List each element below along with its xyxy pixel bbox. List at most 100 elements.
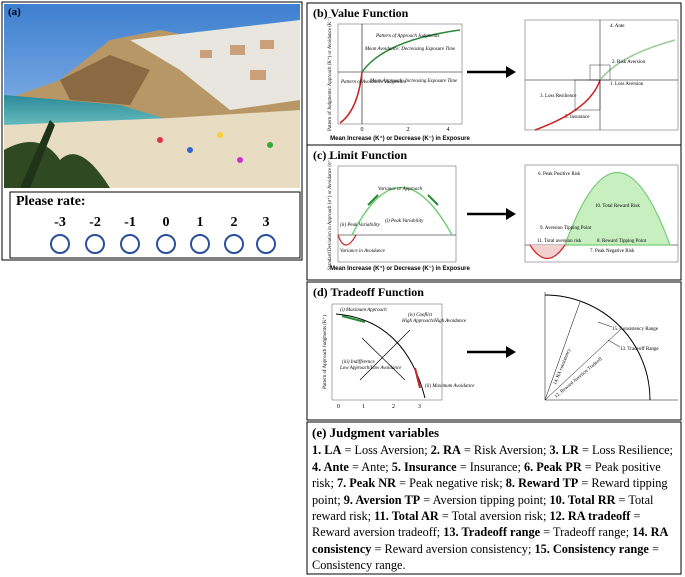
note: Low Approach/Low Avoidance: [339, 366, 402, 371]
tradeoff-diagram: [544, 292, 678, 401]
variable-term: 11. Total AR: [374, 509, 439, 524]
variable-term: 14. RA consistency: [312, 525, 668, 556]
variable-term: 6. Peak PR: [524, 459, 582, 474]
variable-definition: = Peak negative risk;: [396, 476, 506, 491]
variable-term: 15. Consistency range: [534, 541, 649, 556]
rating-option[interactable]: [120, 234, 140, 254]
rating-option[interactable]: [50, 234, 70, 254]
note: (ii) Peak Variability: [340, 223, 380, 228]
note: 6. Peak Positive Risk: [538, 172, 581, 177]
variable-term: 7. Peak NR: [336, 476, 397, 491]
note: Pattern of Approach Judgments: [375, 34, 440, 39]
note: 1. Loss Aversion: [610, 82, 644, 87]
svg-text:3: 3: [418, 404, 421, 410]
y-label: Pattern of Judgments: Approach (K⁺) or A…: [327, 17, 333, 131]
note: Mean Approach: Increasing Exposure Time: [369, 79, 458, 84]
variable-term: 1. LA: [312, 443, 342, 458]
panel-title: (b) Value Function: [313, 6, 409, 20]
svg-text:1: 1: [362, 404, 365, 410]
panel-c-frame: [306, 144, 682, 281]
variable-definition: = Ante;: [348, 459, 392, 474]
note: 10. Total Reward Risk: [595, 204, 640, 209]
judgment-variables: (e) Judgment variables 1. LA = Loss Aver…: [308, 423, 680, 577]
tick: 4: [447, 127, 450, 133]
scale-label: -3: [54, 215, 66, 230]
rating-option[interactable]: [85, 234, 105, 254]
scale-label: -1: [124, 215, 136, 230]
tick: 2: [407, 127, 410, 133]
svg-text:0: 0: [337, 404, 340, 410]
x-label: Mean Increase (K⁺) or Decrease (K⁻) in E…: [330, 265, 470, 272]
variable-definition: = Consistency range.: [312, 541, 659, 573]
variable-definition: = Tradeoff range;: [540, 525, 633, 540]
limit-diagram: [524, 164, 679, 263]
variable-list: 1. LA = Loss Aversion; 2. RA = Risk Aver…: [312, 442, 676, 573]
variable-term: 10. Total RR: [549, 492, 616, 507]
limit-chart: [337, 165, 457, 263]
note: 15. Consistency Range: [612, 327, 659, 332]
scale-label: 3: [263, 215, 270, 230]
note: (iv) Conflict: [408, 313, 433, 318]
scale-label: 1: [197, 215, 204, 230]
rating-option[interactable]: [190, 234, 210, 254]
rating-option[interactable]: [256, 234, 276, 254]
scale-label: 2: [231, 215, 238, 230]
rating-box: [9, 191, 301, 259]
variable-term: 13. Tradeoff range: [443, 525, 541, 540]
scale-label: -2: [89, 215, 101, 230]
note: 14. RA consistency: [553, 347, 572, 385]
variable-term: 5. Insurance: [391, 459, 457, 474]
panel-title: (e) Judgment variables: [312, 425, 440, 440]
y-label: Pattern of Approach Judgments (K⁺): [322, 315, 328, 389]
arrow-head: [506, 66, 516, 78]
note: 8. Reward Tipping Point: [597, 239, 647, 244]
note: Pattern of Avoidance Judgments: [340, 80, 406, 85]
note: 5. Insurance: [565, 115, 590, 120]
svg-text:2: 2: [392, 404, 395, 410]
note: 7. Peak Negative Risk: [590, 249, 635, 254]
variable-definition: = Aversion tipping point;: [420, 492, 550, 507]
variable-definition: = Risk Aversion;: [460, 443, 550, 458]
variable-definition: = Peak positive risk;: [312, 459, 661, 491]
panel-e-frame: [306, 421, 682, 575]
variable-term: 9. Aversion TP: [343, 492, 421, 507]
variable-term: 2. RA: [430, 443, 461, 458]
note: 4. Ante: [610, 24, 625, 29]
panel-d-frame: [306, 281, 682, 421]
note: (i) Peak Variability: [385, 219, 424, 224]
variable-term: 3. LR: [549, 443, 579, 458]
note: 13. Tradeoff Range: [620, 347, 659, 352]
variable-term: 12. RA tradeoff: [549, 509, 631, 524]
value-chart: [337, 23, 463, 125]
scale-label: 0: [163, 215, 170, 230]
rating-option[interactable]: [156, 234, 176, 254]
panel-title: (d) Tradeoff Function: [313, 285, 424, 299]
variable-term: 8. Reward TP: [505, 476, 579, 491]
variable-definition: = Loss Resilience;: [578, 443, 673, 458]
variable-definition: = Total reward risk;: [312, 492, 654, 524]
note: (iii) Indifference: [342, 360, 375, 365]
panel-b-frame: [306, 2, 682, 146]
arrow-head: [506, 208, 516, 220]
note: (ii) Maximum Avoidance: [425, 384, 475, 389]
variable-definition: = Loss Aversion;: [341, 443, 431, 458]
note: 11. Total aversion risk: [537, 239, 582, 244]
rating-option[interactable]: [224, 234, 244, 254]
variable-definition: = Insurance;: [456, 459, 524, 474]
x-label: Mean Increase (K⁺) or Decrease (K⁻) in E…: [330, 135, 470, 142]
panel-label: (a): [8, 6, 21, 18]
variable-definition: = Reward aversion consistency;: [371, 541, 535, 556]
arrow-head: [506, 346, 516, 358]
note: 9. Aversion Tipping Point: [540, 226, 592, 231]
note: 3. Loss Resilience: [540, 94, 577, 99]
variable-definition: = Total aversion risk;: [438, 509, 550, 524]
note: Variance or Approach: [378, 187, 423, 192]
value-diagram: [524, 19, 679, 131]
tick: 0: [361, 127, 364, 133]
variable-definition: = Reward aversion tradeoff;: [312, 509, 641, 540]
variable-definition: = Reward tipping point;: [312, 476, 668, 507]
tradeoff-chart: 0 1 2 3: [331, 303, 443, 410]
beach-photo: [4, 4, 300, 188]
